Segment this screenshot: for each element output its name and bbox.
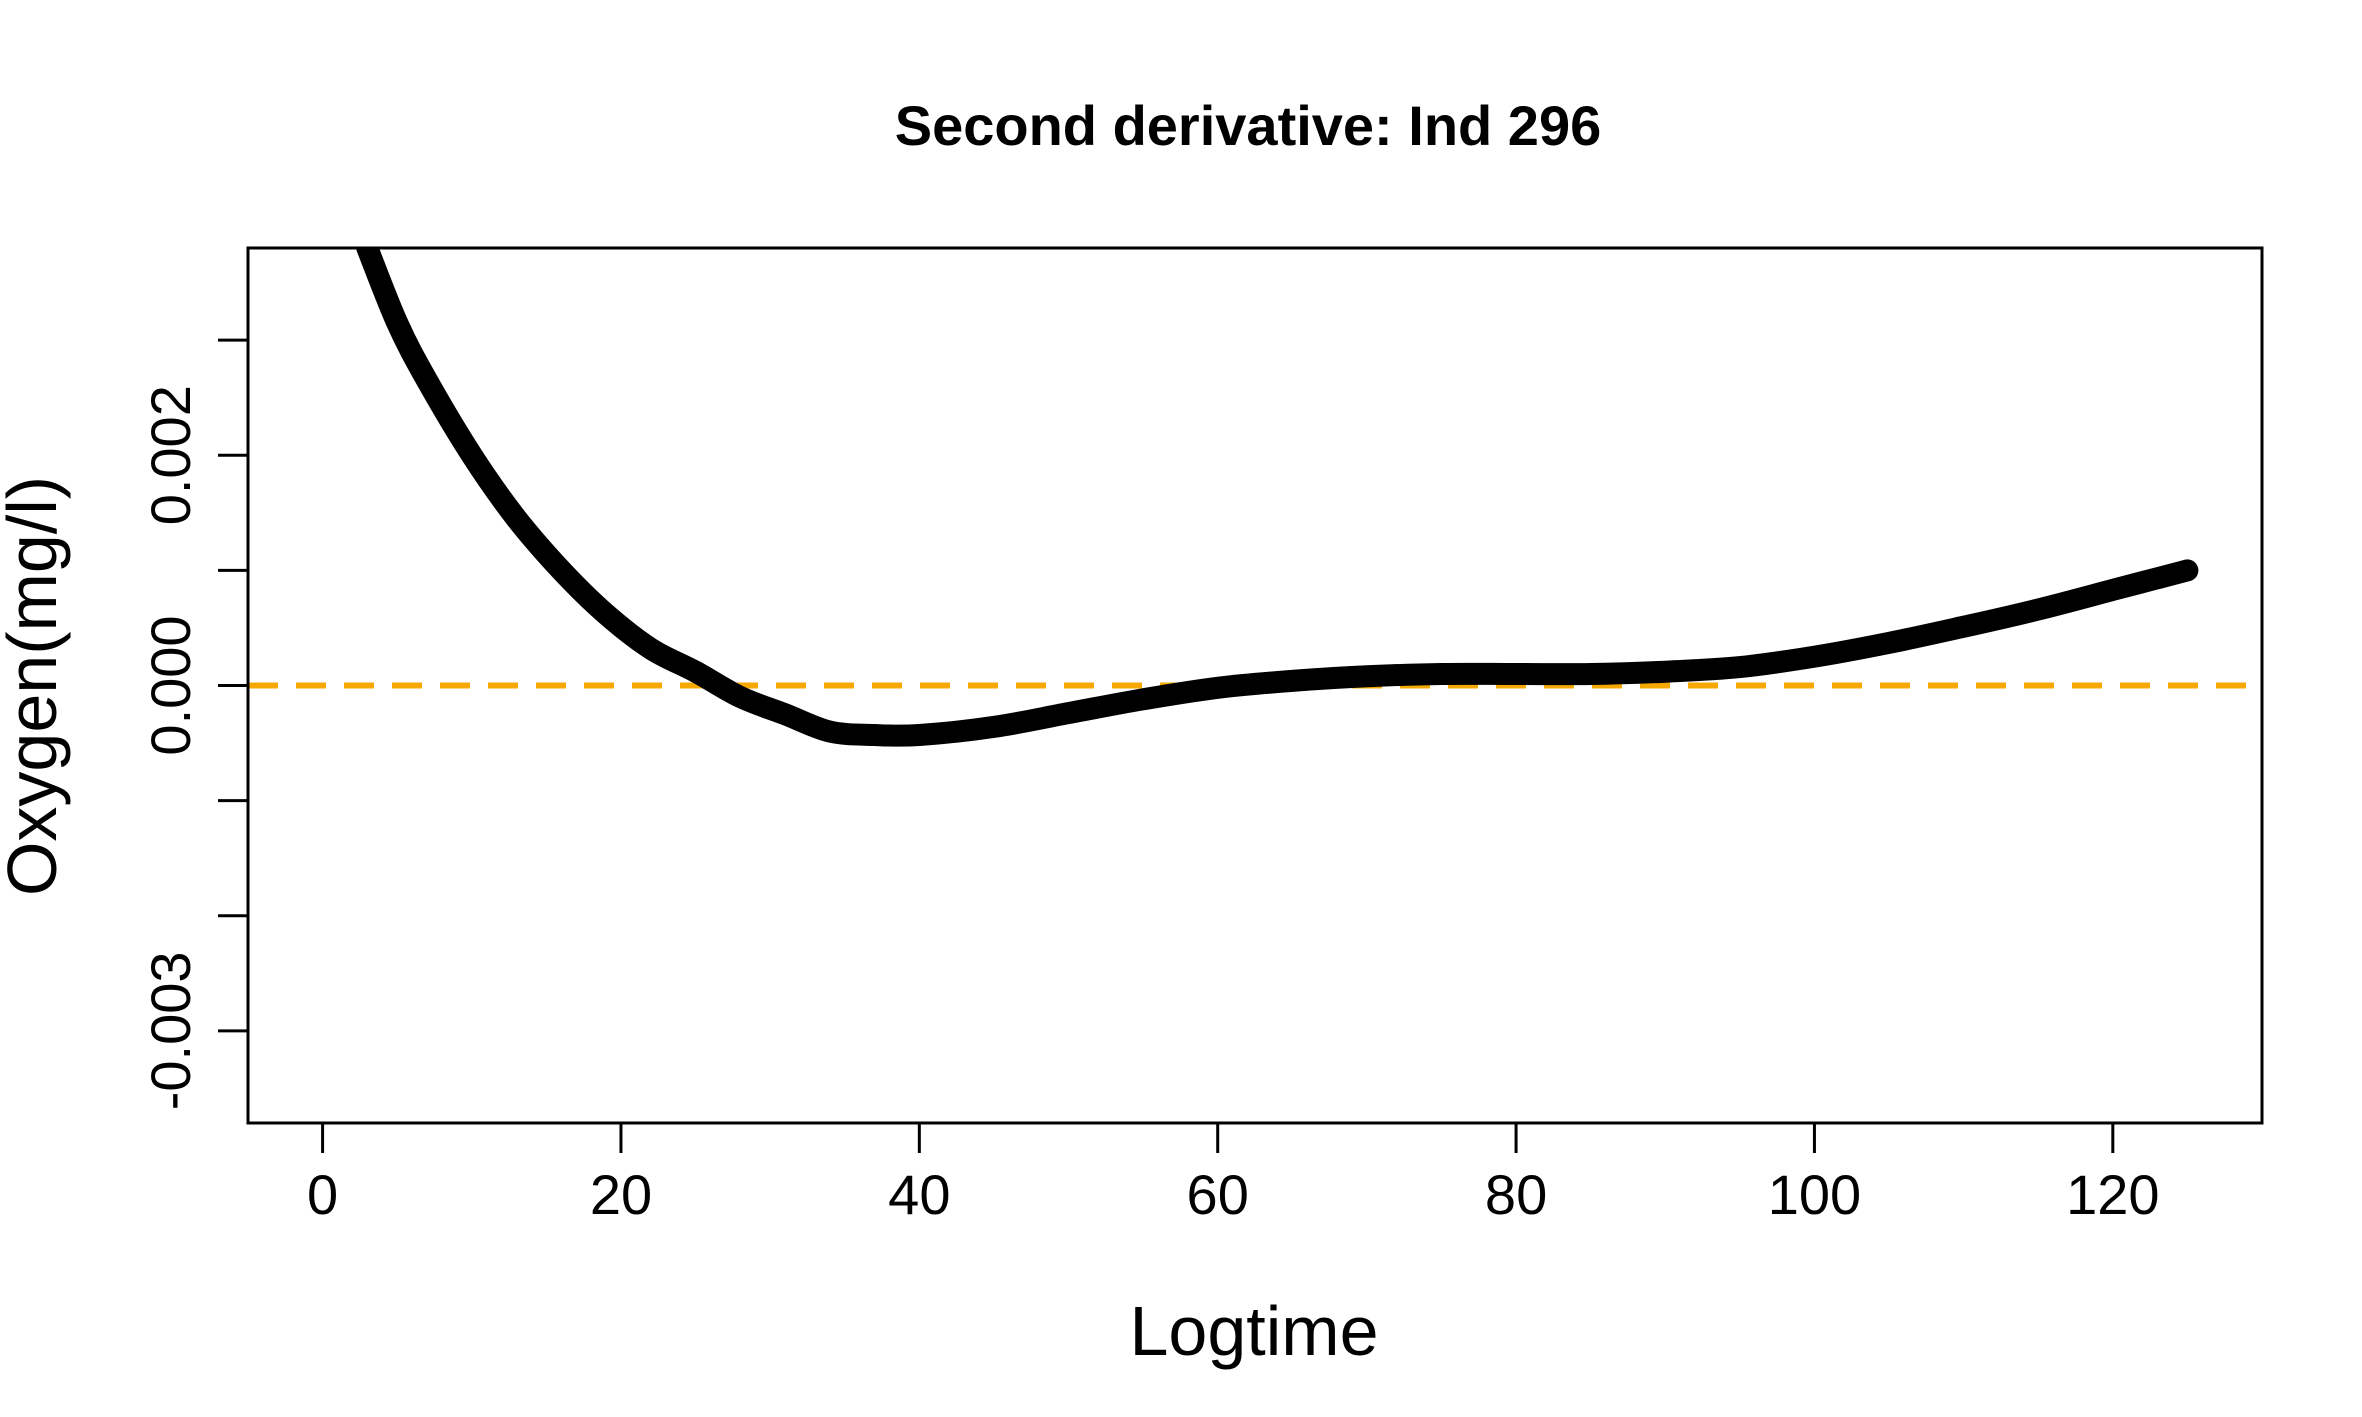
x-tick-label: 40 [888,1163,950,1226]
x-axis-label: Logtime [1129,1292,1378,1370]
y-tick-label: -0.003 [139,951,202,1110]
plot-frame [246,246,2264,1125]
x-tick-label: 20 [590,1163,652,1226]
series-line [356,248,2199,747]
x-tick-label: 80 [1485,1163,1547,1226]
x-tick-label: 0 [307,1163,338,1226]
x-axis: 0 20 40 60 80 100 120 [307,1121,2160,1226]
x-tick-label: 120 [2066,1163,2159,1226]
chart-title: Second derivative: Ind 296 [895,94,1601,157]
y-axis-label: Oxygen(mg/l) [0,476,71,896]
y-tick-label: 0.000 [139,615,202,755]
x-tick-label: 60 [1187,1163,1249,1226]
y-tick-label: 0.002 [139,385,202,525]
x-tick-label: 100 [1768,1163,1861,1226]
y-axis: -0.003 0.000 0.002 [139,338,250,1110]
